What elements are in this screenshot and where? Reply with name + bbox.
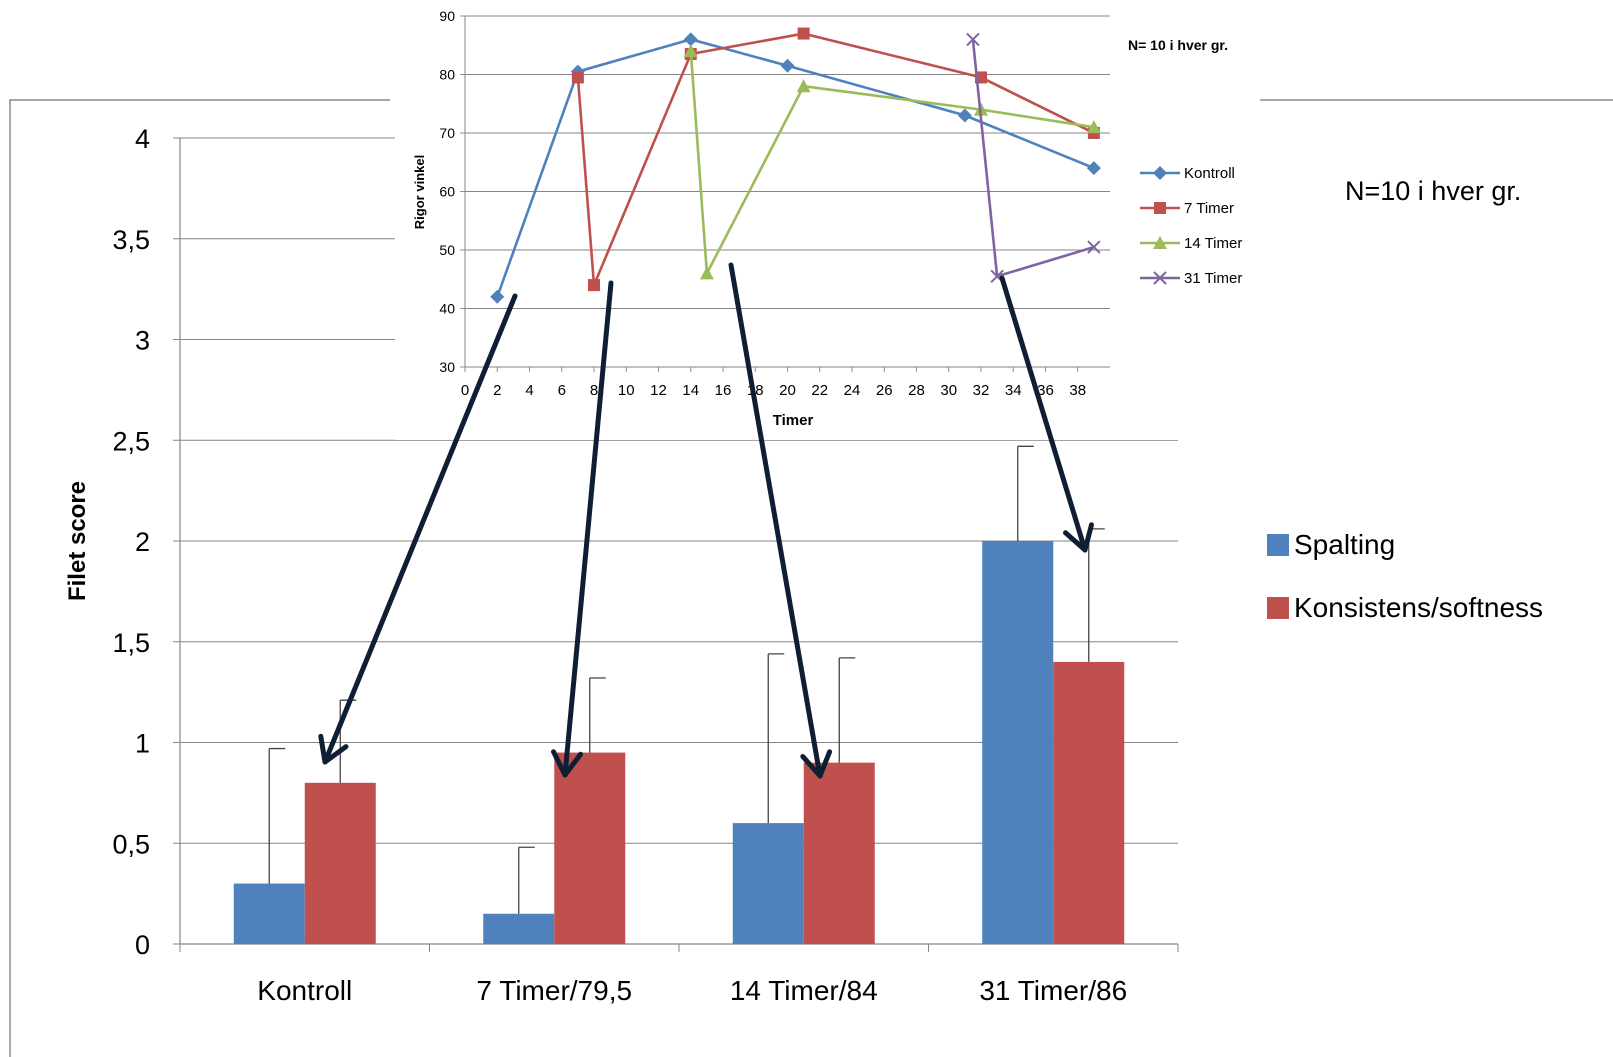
data-point [1153, 236, 1167, 249]
y-tick-label: 70 [439, 125, 455, 141]
data-point [797, 27, 810, 40]
data-point [683, 32, 698, 47]
y-tick-label: 1,5 [112, 628, 150, 658]
data-point [796, 79, 811, 93]
data-point [1153, 271, 1167, 285]
bar-konsistens-softness [803, 762, 875, 944]
x-tick-label: 28 [908, 382, 925, 399]
y-tick-label: 3,5 [112, 225, 150, 255]
y-tick-label: 3 [135, 326, 150, 356]
y-tick-label: 0,5 [112, 829, 150, 859]
legend-label: Konsistens/softness [1294, 592, 1543, 623]
x-tick-label: 38 [1069, 382, 1086, 399]
series-line-7-timer [576, 32, 1095, 286]
data-point [1087, 240, 1101, 254]
x-tick-label: 8 [590, 382, 598, 399]
y-tick-label: 1 [135, 729, 150, 759]
data-point [588, 279, 600, 292]
x-tick-label: 22 [811, 382, 828, 399]
bar-spalting [982, 541, 1054, 944]
x-tick-label: 26 [876, 382, 893, 399]
n-label: N=10 i hver gr. [1345, 176, 1521, 206]
x-category-label: Kontroll [257, 975, 352, 1006]
data-point [1154, 202, 1166, 214]
legend-swatch [1267, 534, 1289, 556]
data-point [683, 44, 698, 58]
y-axis-title: Filet score [64, 481, 91, 601]
x-tick-label: 20 [779, 382, 796, 399]
x-tick-label: 12 [650, 382, 667, 399]
data-point [571, 71, 584, 84]
legend-label: 14 Timer [1184, 235, 1242, 252]
x-tick-label: 6 [558, 382, 566, 399]
y-tick-label: 2,5 [112, 426, 150, 456]
y-tick-label: 0 [135, 930, 150, 960]
bar-spalting [233, 883, 305, 944]
legend-label: Spalting [1294, 529, 1395, 560]
series-line-kontroll [496, 38, 1095, 298]
x-tick-label: 18 [747, 382, 764, 399]
data-point [966, 32, 980, 47]
data-point [1086, 161, 1101, 176]
x-category-label: 31 Timer/86 [979, 975, 1127, 1006]
legend-swatch [1267, 597, 1289, 619]
y-tick-label: 60 [439, 184, 455, 200]
legend-label: 31 Timer [1184, 270, 1242, 287]
x-tick-label: 2 [493, 382, 501, 399]
bar-konsistens-softness [554, 752, 626, 944]
x-category-label: 14 Timer/84 [730, 975, 878, 1006]
y-tick-label: 4 [135, 124, 150, 154]
y-axis-title: Rigor vinkel [412, 155, 427, 229]
chart-frame-left [9, 99, 390, 1057]
data-point [1153, 166, 1167, 180]
x-tick-label: 34 [1005, 382, 1022, 399]
legend-label: Kontroll [1184, 165, 1235, 182]
bar-spalting [483, 913, 555, 944]
y-tick-label: 2 [135, 527, 150, 557]
data-point [699, 266, 714, 280]
y-tick-label: 80 [439, 67, 455, 83]
y-tick-label: 90 [439, 8, 455, 24]
data-point [780, 58, 795, 73]
bar-konsistens-softness [1053, 661, 1125, 944]
x-tick-label: 30 [940, 382, 957, 399]
x-tick-label: 36 [1037, 382, 1054, 399]
x-tick-label: 4 [525, 382, 533, 399]
x-axis-title: Timer [773, 412, 814, 429]
y-tick-label: 50 [439, 242, 455, 258]
y-tick-label: 40 [439, 301, 455, 317]
data-point [957, 108, 972, 123]
bar-konsistens-softness [304, 782, 376, 944]
x-tick-label: 32 [973, 382, 990, 399]
x-tick-label: 0 [461, 382, 469, 399]
x-category-label: 7 Timer/79,5 [476, 975, 632, 1006]
n-label: N= 10 i hver gr. [1128, 37, 1228, 53]
bar-spalting [732, 823, 804, 944]
x-tick-label: 10 [618, 382, 635, 399]
x-tick-label: 16 [715, 382, 732, 399]
y-tick-label: 30 [439, 359, 455, 375]
x-tick-label: 14 [682, 382, 699, 399]
legend-label: 7 Timer [1184, 200, 1234, 217]
data-point [1086, 120, 1101, 134]
x-tick-label: 24 [844, 382, 861, 399]
